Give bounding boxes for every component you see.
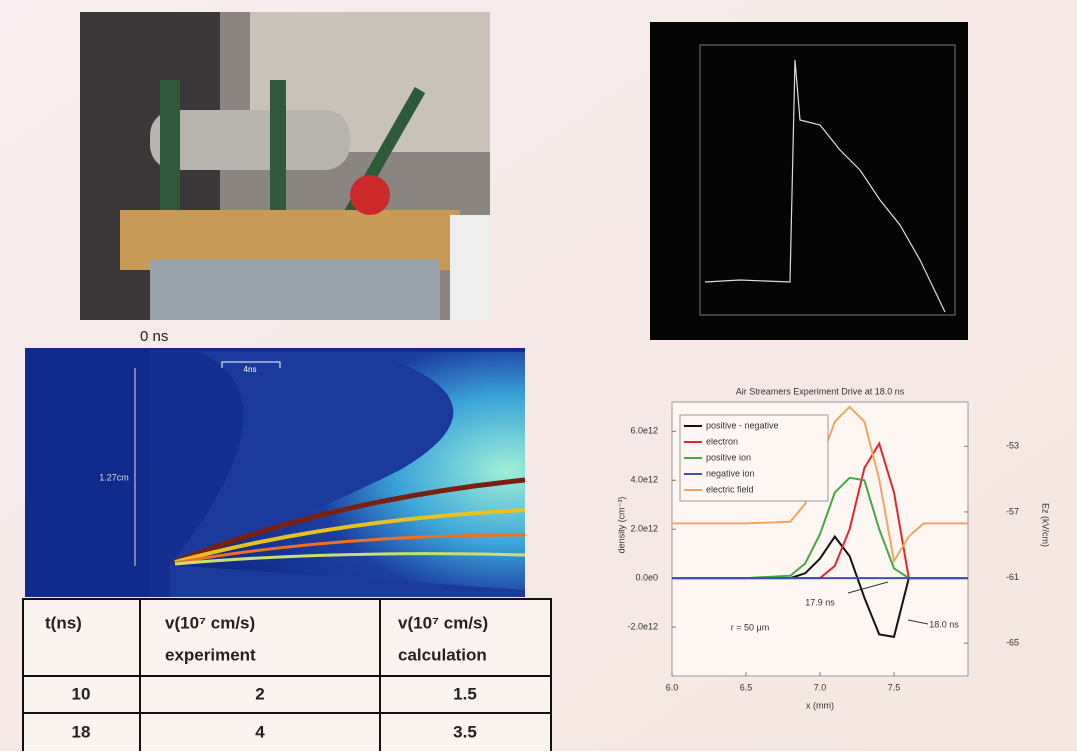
y-tick-label: 6.0e12 [630,426,658,436]
table-cell: 2 [255,684,264,703]
legend-label: positive - negative [706,420,779,430]
annotation: 18.0 ns [929,619,959,629]
x-tick-label: 6.0 [666,682,679,692]
table-cell: 18 [72,722,91,741]
y-axis-label: density (cm⁻³) [616,497,626,554]
x-tick-label: 7.0 [814,682,827,692]
y2-tick-label: -57 [1006,506,1019,516]
velocity-table: t(ns) v(10⁷ cm/s) experiment v(10⁷ cm/s) cal… [23,599,551,751]
header-cell: calculation [398,645,487,664]
y-tick-label: 2.0e12 [630,524,658,534]
table-cell: 10 [72,684,91,703]
y2-tick-label: -53 [1006,441,1019,451]
photo-label: 0 ns [140,328,168,345]
streak-scale-label: 4ns [244,365,257,374]
legend-label: electric field [706,484,754,494]
x-tick-label: 7.5 [888,682,901,692]
header-cell: t(ns) [45,613,82,632]
legend-label: electron [706,436,738,446]
streak-height-label: 1.27cm [99,472,129,482]
y2-axis-label: Ez (kV/cm) [1041,503,1051,547]
table-cell: 1.5 [453,684,477,703]
header-cell: experiment [165,645,256,664]
legend-label: positive ion [706,452,751,462]
y2-tick-label: -65 [1006,638,1019,648]
oscilloscope-trace [650,22,968,340]
x-axis-label: x (mm) [806,700,834,710]
slide: 0 ns 4ns 1.27cm t(ns) v(10⁷ cm/s) experime… [0,0,1077,751]
y2-tick-label: -61 [1006,572,1019,582]
y-tick-label: 0.0e0 [635,573,658,583]
chart-title: Air Streamers Experiment Drive at 18.0 n… [736,386,905,396]
table-cell: 4 [255,722,265,741]
header-cell: v(10⁷ cm/s) [398,613,488,632]
y-tick-label: 4.0e12 [630,475,658,485]
annotation: r = 50 μm [731,622,769,632]
legend-label: negative ion [706,468,755,478]
lab-photo [80,12,490,320]
page: 0 ns 4ns 1.27cm t(ns) v(10⁷ cm/s) experime… [0,0,1077,751]
annotation: 17.9 ns [805,597,835,607]
y-tick-label: -2.0e12 [627,621,658,631]
table-cell: 3.5 [453,722,477,741]
header-cell: v(10⁷ cm/s) [165,613,255,632]
x-tick-label: 6.5 [740,682,753,692]
